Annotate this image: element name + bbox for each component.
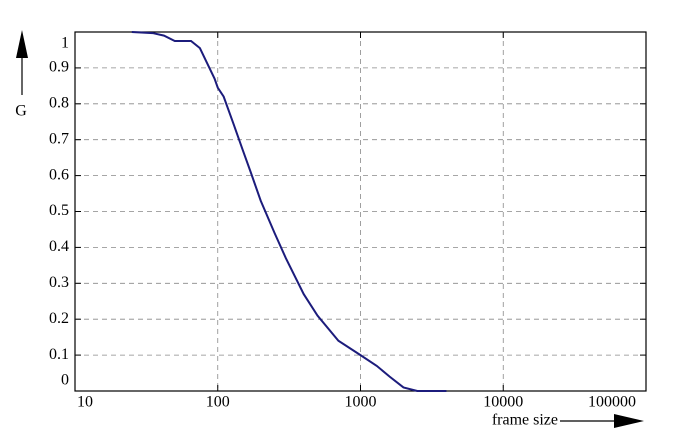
x-axis-arrowhead <box>614 414 644 428</box>
x-tick-label: 10000 <box>483 394 523 411</box>
y-tick-label: 0.8 <box>49 94 69 111</box>
x-tick-label: 1000 <box>345 394 377 411</box>
x-tick-label: 100 <box>206 394 230 411</box>
y-tick-label: 1 <box>61 35 69 52</box>
y-tick-label: 0.7 <box>49 130 69 147</box>
y-axis-arrowhead <box>16 30 28 58</box>
y-tick-label: 0.2 <box>49 310 69 327</box>
x-axis-label: frame size <box>492 412 558 429</box>
y-tick-label: 0.4 <box>49 238 69 255</box>
y-axis-label: G <box>15 103 27 120</box>
x-tick-label: 10 <box>77 394 93 411</box>
y-tick-label: 0.5 <box>49 202 69 219</box>
y-tick-label: 0 <box>61 372 69 389</box>
y-tick-label: 0.3 <box>49 274 69 291</box>
y-tick-label: 0.6 <box>49 166 69 183</box>
y-tick-label: 0.9 <box>49 59 69 76</box>
x-tick-label: 100000 <box>588 394 636 411</box>
data-line <box>131 31 447 392</box>
y-tick-label: 0.1 <box>49 346 69 363</box>
